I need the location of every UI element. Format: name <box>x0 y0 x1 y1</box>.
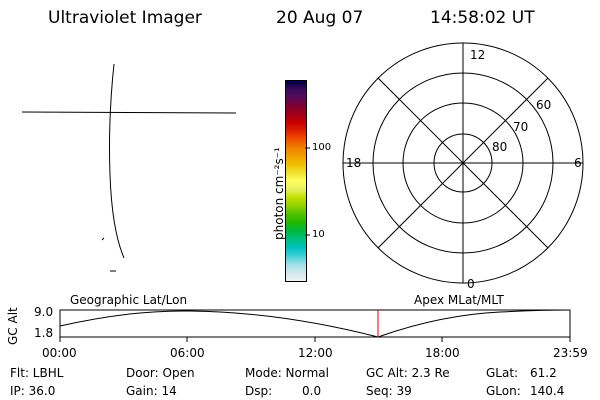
header-date: 20 Aug 07 <box>276 8 364 28</box>
timeline-y-high: 9.0 <box>34 305 54 319</box>
mlt-label-18: 18 <box>346 156 361 170</box>
meridian-diag-2 <box>377 77 549 249</box>
glon-label: GLon: <box>486 384 521 398</box>
mode-info: Mode: Normal <box>245 366 329 380</box>
dsp-label: Dsp: <box>245 384 273 398</box>
ip-info: IP: 36.0 <box>10 384 56 398</box>
parallel-line <box>21 111 237 114</box>
colorbar-tick-label: 100 <box>312 142 332 153</box>
colorbar-gradient <box>286 81 306 281</box>
door-info: Door: Open <box>126 366 195 380</box>
mlat-label-70: 70 <box>513 120 528 134</box>
timeline-left-title: Geographic Lat/Lon <box>70 293 188 307</box>
time-tick-1200: 12:00 <box>298 346 333 360</box>
glat-value: 61.2 <box>530 366 557 380</box>
instrument-title: Ultraviolet Imager <box>48 8 202 28</box>
meridian-line <box>109 63 125 259</box>
timeline-y-low: 1.8 <box>34 326 54 340</box>
mlt-label-6: 6 <box>574 156 582 170</box>
gain-info: Gain: 14 <box>126 384 177 398</box>
colorbar-tick-label: 10 <box>312 229 325 240</box>
seq-info: Seq: 39 <box>366 384 412 398</box>
filter-info: Flt: LBHL <box>10 366 64 380</box>
glon-value: 140.4 <box>530 384 565 398</box>
time-tick-0600: 06:00 <box>170 346 205 360</box>
glat-label: GLat: <box>486 366 519 380</box>
coastline-fragment <box>101 237 105 241</box>
header-time: 14:58:02 UT <box>430 8 535 28</box>
time-tick-1800: 18:00 <box>425 346 460 360</box>
time-tick-0000: 00:00 <box>42 346 77 360</box>
gc-alt-info: GC Alt: 2.3 Re <box>366 366 450 380</box>
mlt-label-12: 12 <box>470 48 485 62</box>
altitude-curve <box>59 309 571 338</box>
colorbar <box>285 80 307 282</box>
dsp-value: 0.0 <box>302 384 322 398</box>
timeline-right-title: Apex MLat/MLT <box>414 293 504 307</box>
mlt-label-0: 0 <box>467 277 475 291</box>
mlat-label-80: 80 <box>492 140 507 154</box>
time-tick-2359: 23:59 <box>553 346 588 360</box>
mlat-label-60: 60 <box>536 98 551 112</box>
